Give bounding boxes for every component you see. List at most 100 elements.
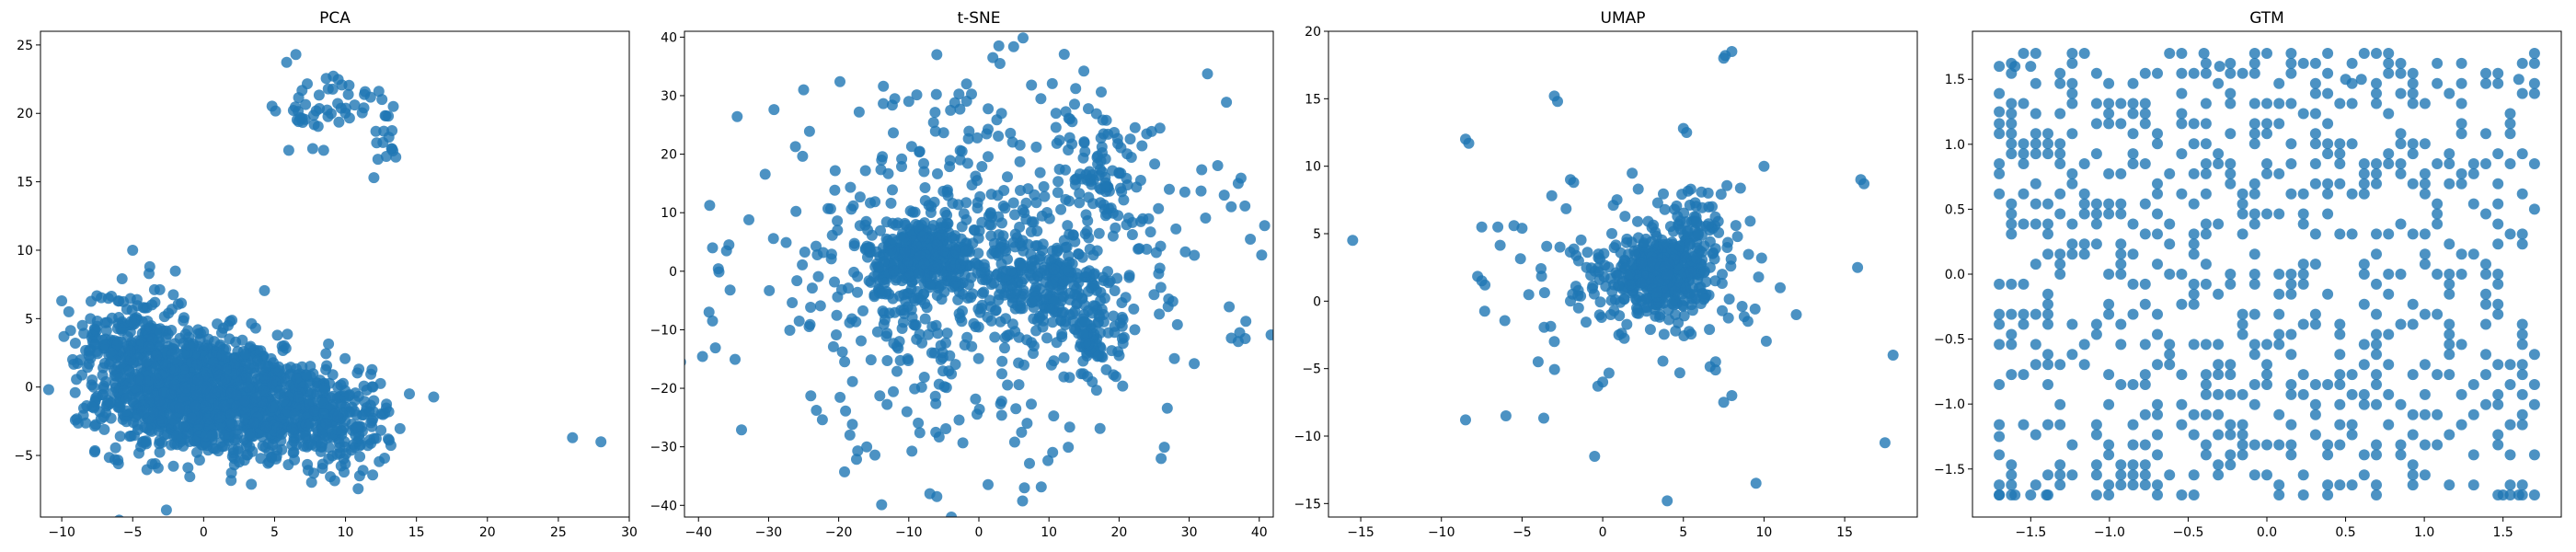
scatter-point bbox=[995, 396, 1007, 408]
scatter-point bbox=[1753, 271, 1765, 283]
scatter-point bbox=[190, 401, 201, 413]
scatter-point bbox=[127, 245, 139, 256]
scatter-point bbox=[1702, 187, 1714, 199]
scatter-point bbox=[1017, 235, 1029, 247]
scatter-point bbox=[2213, 469, 2225, 481]
scatter-point bbox=[333, 116, 345, 128]
scatter-point bbox=[290, 49, 302, 61]
scatter-point bbox=[2358, 359, 2370, 371]
scatter-point bbox=[2030, 339, 2041, 351]
scatter-point bbox=[1879, 437, 1891, 449]
scatter-point bbox=[2090, 98, 2102, 109]
scatter-point bbox=[2115, 198, 2127, 210]
scatter-point bbox=[2164, 339, 2176, 351]
scatter-point bbox=[2285, 349, 2297, 361]
scatter-point bbox=[2371, 158, 2382, 169]
scatter-point bbox=[1670, 309, 1682, 320]
scatter-point bbox=[2432, 408, 2444, 420]
scatter-point bbox=[2480, 398, 2491, 410]
scatter-point bbox=[878, 98, 890, 109]
scatter-point bbox=[2516, 479, 2528, 491]
scatter-point bbox=[2164, 269, 2176, 280]
scatter-point bbox=[305, 477, 317, 489]
scatter-point bbox=[2528, 349, 2540, 361]
scatter-point bbox=[78, 328, 90, 339]
scatter-point bbox=[805, 390, 817, 402]
scatter-point bbox=[1610, 239, 1622, 251]
scatter-point bbox=[360, 406, 372, 418]
scatter-point bbox=[2395, 218, 2407, 230]
scatter-point bbox=[928, 196, 940, 208]
scatter-point bbox=[2176, 67, 2188, 79]
scatter-point bbox=[2176, 87, 2188, 99]
scatter-point bbox=[1058, 49, 1070, 60]
x-tick-label: 1.5 bbox=[2493, 525, 2513, 540]
scatter-point bbox=[1060, 164, 1071, 176]
scatter-point bbox=[2042, 469, 2053, 481]
scatter-point bbox=[2334, 369, 2346, 381]
scatter-point bbox=[323, 453, 335, 465]
scatter-point bbox=[1030, 197, 1042, 209]
scatter-point bbox=[1755, 252, 1767, 264]
scatter-point bbox=[2164, 359, 2176, 371]
scatter-point bbox=[780, 236, 792, 248]
scatter-point bbox=[2188, 67, 2200, 79]
scatter-point bbox=[736, 424, 747, 436]
scatter-point bbox=[71, 374, 83, 385]
scatter-point bbox=[2285, 388, 2297, 400]
scatter-point bbox=[124, 326, 136, 338]
scatter-point bbox=[2042, 359, 2053, 371]
scatter-point bbox=[2127, 218, 2139, 230]
scatter-point bbox=[874, 390, 886, 402]
scatter-point bbox=[2261, 118, 2272, 130]
scatter-point bbox=[2322, 288, 2334, 300]
scatter-point bbox=[930, 88, 942, 100]
scatter-point bbox=[1624, 268, 1636, 280]
scatter-point bbox=[2237, 439, 2248, 451]
scatter-point bbox=[255, 453, 267, 465]
scatter-point bbox=[1692, 229, 1704, 241]
scatter-point bbox=[784, 325, 796, 336]
scatter-point bbox=[2042, 308, 2053, 320]
scatter-point bbox=[2127, 98, 2139, 109]
scatter-point bbox=[993, 131, 1005, 142]
scatter-point bbox=[1112, 210, 1124, 222]
scatter-point bbox=[2090, 238, 2102, 250]
scatter-point bbox=[2006, 339, 2018, 351]
scatter-point bbox=[2237, 208, 2248, 220]
scatter-point bbox=[812, 270, 824, 282]
scatter-point bbox=[972, 408, 983, 420]
scatter-point bbox=[2237, 308, 2248, 320]
scatter-point bbox=[1064, 195, 1075, 207]
scatter-point bbox=[2334, 138, 2346, 150]
scatter-point bbox=[913, 417, 925, 429]
scatter-point bbox=[2054, 158, 2066, 169]
scatter-point bbox=[2188, 198, 2200, 210]
scatter-point bbox=[1124, 133, 1136, 145]
scatter-point bbox=[2444, 429, 2455, 441]
scatter-point bbox=[2213, 288, 2225, 300]
scatter-point bbox=[270, 105, 282, 117]
scatter-point bbox=[2054, 208, 2066, 220]
scatter-point bbox=[1644, 324, 1656, 336]
scatter-point bbox=[1335, 250, 1346, 261]
scatter-point bbox=[972, 321, 984, 333]
scatter-point bbox=[158, 386, 170, 398]
scatter-point bbox=[953, 88, 965, 100]
scatter-point bbox=[2042, 138, 2053, 150]
scatter-point bbox=[1002, 379, 1014, 391]
scatter-point bbox=[814, 300, 826, 312]
scatter-point bbox=[2309, 87, 2321, 99]
scatter-point bbox=[2358, 48, 2370, 59]
scatter-point bbox=[2334, 328, 2346, 340]
scatter-point bbox=[919, 313, 931, 325]
scatter-point bbox=[1225, 201, 1237, 213]
scatter-point bbox=[2188, 118, 2200, 130]
scatter-point bbox=[1021, 334, 1033, 346]
scatter-point bbox=[2419, 98, 2431, 109]
y-tick-label: −0.5 bbox=[1934, 333, 1965, 348]
scatter-point bbox=[1594, 296, 1606, 308]
scatter-point bbox=[1069, 98, 1080, 110]
scatter-point bbox=[2115, 98, 2127, 109]
y-tick-label: 10 bbox=[1305, 160, 1321, 175]
